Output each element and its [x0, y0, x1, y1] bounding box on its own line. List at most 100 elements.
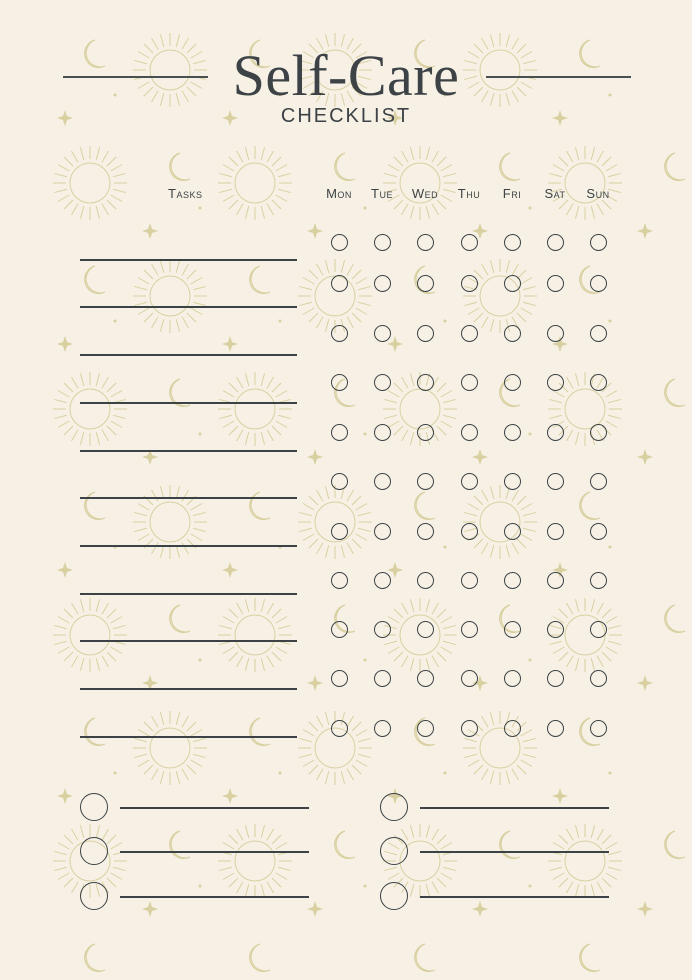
task-line[interactable]: [80, 640, 297, 642]
day-checkbox-wed[interactable]: [416, 472, 434, 490]
day-checkbox-thu[interactable]: [460, 233, 478, 251]
day-checkbox-fri[interactable]: [503, 423, 521, 441]
day-checkbox-sat[interactable]: [546, 373, 564, 391]
extra-task-line[interactable]: [420, 807, 609, 809]
day-checkbox-wed[interactable]: [416, 274, 434, 292]
day-checkbox-sat[interactable]: [546, 324, 564, 342]
day-checkbox-thu[interactable]: [460, 373, 478, 391]
day-checkbox-sun[interactable]: [589, 324, 607, 342]
extra-task-checkbox[interactable]: [80, 882, 108, 910]
day-checkbox-sat[interactable]: [546, 472, 564, 490]
day-checkbox-wed[interactable]: [416, 423, 434, 441]
day-checkbox-thu[interactable]: [460, 719, 478, 737]
day-checkbox-fri[interactable]: [503, 472, 521, 490]
day-checkbox-fri[interactable]: [503, 719, 521, 737]
extra-task-checkbox[interactable]: [380, 882, 408, 910]
day-checkbox-wed[interactable]: [416, 324, 434, 342]
day-checkbox-tue[interactable]: [373, 373, 391, 391]
day-checkbox-mon[interactable]: [330, 324, 348, 342]
day-checkbox-tue[interactable]: [373, 423, 391, 441]
day-checkbox-wed[interactable]: [416, 669, 434, 687]
day-checkbox-thu[interactable]: [460, 423, 478, 441]
day-checkbox-sun[interactable]: [589, 620, 607, 638]
task-line[interactable]: [80, 354, 297, 356]
day-checkbox-thu[interactable]: [460, 324, 478, 342]
day-checkbox-fri[interactable]: [503, 522, 521, 540]
day-checkbox-sat[interactable]: [546, 274, 564, 292]
day-checkbox-sat[interactable]: [546, 719, 564, 737]
day-checkbox-tue[interactable]: [373, 324, 391, 342]
day-checkbox-mon[interactable]: [330, 669, 348, 687]
day-checkbox-mon[interactable]: [330, 620, 348, 638]
task-line[interactable]: [80, 402, 297, 404]
day-checkbox-fri[interactable]: [503, 373, 521, 391]
day-checkbox-sun[interactable]: [589, 719, 607, 737]
extra-task-line[interactable]: [120, 851, 309, 853]
day-checkbox-mon[interactable]: [330, 274, 348, 292]
day-checkbox-mon[interactable]: [330, 522, 348, 540]
task-line[interactable]: [80, 688, 297, 690]
task-line[interactable]: [80, 736, 297, 738]
extra-task-line[interactable]: [120, 896, 309, 898]
extra-task-line[interactable]: [120, 807, 309, 809]
day-checkbox-thu[interactable]: [460, 522, 478, 540]
task-line[interactable]: [80, 259, 297, 261]
extra-task-line[interactable]: [420, 851, 609, 853]
task-line[interactable]: [80, 497, 297, 499]
day-checkbox-tue[interactable]: [373, 669, 391, 687]
day-checkbox-wed[interactable]: [416, 620, 434, 638]
day-checkbox-fri[interactable]: [503, 274, 521, 292]
day-checkbox-sat[interactable]: [546, 620, 564, 638]
day-checkbox-tue[interactable]: [373, 522, 391, 540]
day-checkbox-wed[interactable]: [416, 233, 434, 251]
extra-task-line[interactable]: [420, 896, 609, 898]
day-checkbox-sun[interactable]: [589, 274, 607, 292]
day-checkbox-wed[interactable]: [416, 719, 434, 737]
task-line[interactable]: [80, 545, 297, 547]
extra-task-checkbox[interactable]: [380, 837, 408, 865]
day-checkbox-mon[interactable]: [330, 472, 348, 490]
task-line[interactable]: [80, 450, 297, 452]
day-checkbox-wed[interactable]: [416, 522, 434, 540]
day-checkbox-tue[interactable]: [373, 620, 391, 638]
task-line[interactable]: [80, 593, 297, 595]
day-checkbox-sat[interactable]: [546, 233, 564, 251]
day-checkbox-sun[interactable]: [589, 373, 607, 391]
day-checkbox-fri[interactable]: [503, 669, 521, 687]
day-checkbox-tue[interactable]: [373, 274, 391, 292]
day-checkbox-wed[interactable]: [416, 571, 434, 589]
day-checkbox-sat[interactable]: [546, 571, 564, 589]
day-checkbox-sat[interactable]: [546, 522, 564, 540]
day-checkbox-tue[interactable]: [373, 472, 391, 490]
day-checkbox-sun[interactable]: [589, 669, 607, 687]
day-checkbox-tue[interactable]: [373, 233, 391, 251]
day-checkbox-sun[interactable]: [589, 233, 607, 251]
day-checkbox-mon[interactable]: [330, 719, 348, 737]
day-checkbox-sat[interactable]: [546, 669, 564, 687]
day-checkbox-thu[interactable]: [460, 274, 478, 292]
day-checkbox-thu[interactable]: [460, 472, 478, 490]
day-checkbox-mon[interactable]: [330, 373, 348, 391]
day-checkbox-thu[interactable]: [460, 571, 478, 589]
day-checkbox-thu[interactable]: [460, 620, 478, 638]
extra-task-checkbox[interactable]: [80, 793, 108, 821]
day-checkbox-sun[interactable]: [589, 571, 607, 589]
day-checkbox-thu[interactable]: [460, 669, 478, 687]
day-checkbox-fri[interactable]: [503, 324, 521, 342]
day-checkbox-mon[interactable]: [330, 571, 348, 589]
day-checkbox-fri[interactable]: [503, 571, 521, 589]
day-checkbox-mon[interactable]: [330, 423, 348, 441]
day-checkbox-sun[interactable]: [589, 472, 607, 490]
day-checkbox-wed[interactable]: [416, 373, 434, 391]
day-checkbox-sun[interactable]: [589, 423, 607, 441]
day-checkbox-sat[interactable]: [546, 423, 564, 441]
day-checkbox-tue[interactable]: [373, 719, 391, 737]
day-checkbox-tue[interactable]: [373, 571, 391, 589]
task-line[interactable]: [80, 306, 297, 308]
day-checkbox-fri[interactable]: [503, 233, 521, 251]
extra-task-checkbox[interactable]: [380, 793, 408, 821]
day-checkbox-fri[interactable]: [503, 620, 521, 638]
extra-task-checkbox[interactable]: [80, 837, 108, 865]
day-checkbox-mon[interactable]: [330, 233, 348, 251]
day-checkbox-sun[interactable]: [589, 522, 607, 540]
